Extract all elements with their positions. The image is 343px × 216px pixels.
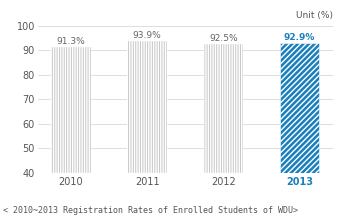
- Bar: [127, 41, 167, 173]
- Bar: [203, 44, 243, 173]
- Bar: [51, 47, 91, 173]
- Text: < 2010~2013 Registration Rates of Enrolled Students of WDU>: < 2010~2013 Registration Rates of Enroll…: [3, 206, 298, 215]
- Text: 92.5%: 92.5%: [209, 34, 238, 43]
- Text: 92.9%: 92.9%: [284, 33, 315, 42]
- Bar: [280, 43, 319, 173]
- Text: Unit (%): Unit (%): [296, 11, 333, 20]
- Text: 93.9%: 93.9%: [133, 31, 162, 40]
- Text: 91.3%: 91.3%: [57, 37, 85, 46]
